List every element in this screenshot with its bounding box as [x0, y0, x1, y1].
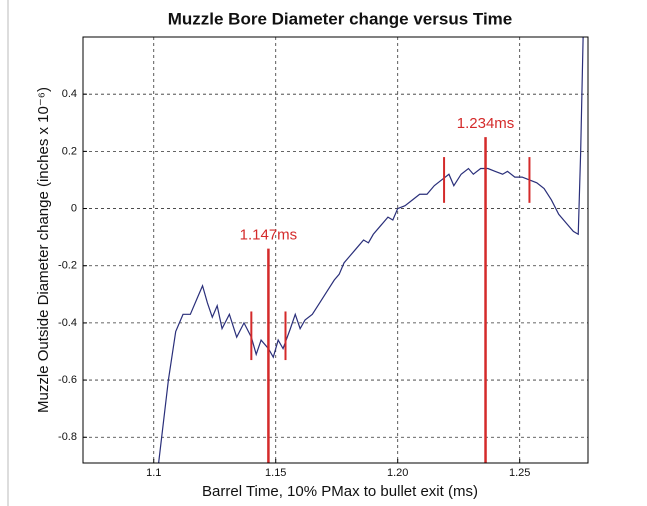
grid — [83, 37, 588, 463]
x-tick-label: 1.25 — [509, 467, 530, 479]
y-axis-label: Muzzle Outside Diameter change (inches x… — [35, 87, 52, 413]
x-axis-label: Barrel Time, 10% PMax to bullet exit (ms… — [202, 483, 478, 500]
y-tick-label: 0.2 — [62, 145, 77, 157]
data-line — [158, 37, 584, 463]
y-tick-label: 0 — [71, 202, 77, 214]
y-tick-label: -0.8 — [58, 431, 77, 443]
x-tick-label: 1.15 — [265, 467, 286, 479]
y-tick-label: -0.6 — [58, 374, 77, 386]
x-tick-label: 1.1 — [146, 467, 161, 479]
plot-frame — [82, 36, 589, 464]
y-tick-label: 0.4 — [62, 88, 77, 100]
y-tick-label: -0.2 — [58, 260, 77, 272]
chart-title: Muzzle Bore Diameter change versus Time — [168, 9, 513, 28]
y-tick-label: -0.4 — [58, 317, 77, 329]
plot-area — [158, 37, 584, 463]
annotation-label: 1.147ms — [240, 227, 298, 244]
x-tick-label: 1.20 — [387, 467, 408, 479]
annotation-label: 1.234ms — [457, 115, 515, 132]
